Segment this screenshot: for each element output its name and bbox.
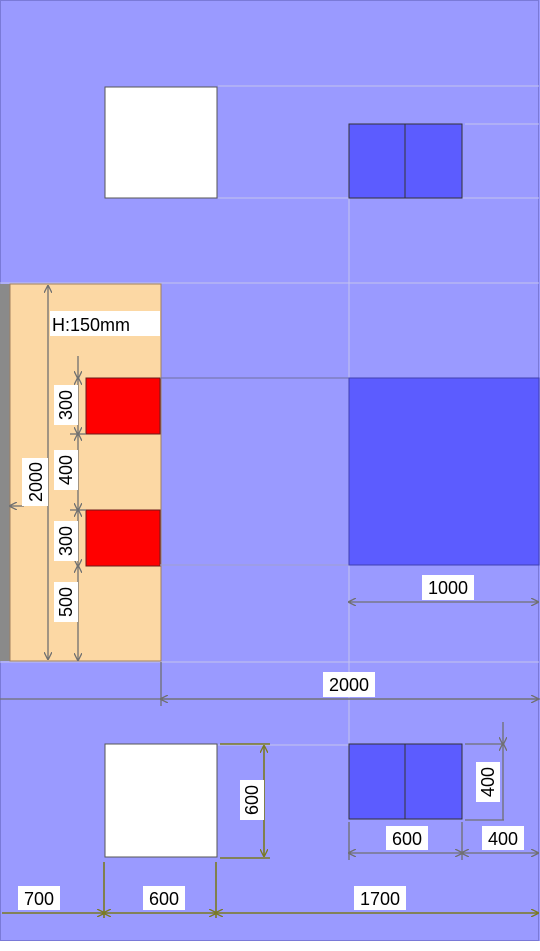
- seat-height-label: 400: [476, 762, 500, 802]
- svg-text:2000: 2000: [329, 675, 369, 695]
- svg-text:H:150mm: H:150mm: [52, 315, 130, 335]
- blue-block-width-label: 1000: [422, 575, 474, 600]
- svg-text:500: 500: [56, 587, 76, 617]
- red-block-top: [85, 377, 161, 435]
- wall-strip: [0, 284, 10, 661]
- bottom-strip: [0, 941, 540, 946]
- red-top-label: 300: [54, 385, 78, 425]
- table-depth-label: 2000: [22, 458, 48, 506]
- seat-width-label: 600: [386, 826, 428, 850]
- svg-text:400: 400: [478, 767, 498, 797]
- olive-dimensions: [2, 743, 538, 918]
- seat-side-label: 400: [482, 826, 524, 850]
- svg-text:1700: 1700: [360, 889, 400, 909]
- svg-text:300: 300: [56, 390, 76, 420]
- svg-text:400: 400: [488, 829, 518, 849]
- svg-text:300: 300: [56, 526, 76, 556]
- svg-text:1000: 1000: [428, 578, 468, 598]
- red-block-bottom: [85, 509, 161, 567]
- white-width-label: 600: [143, 886, 185, 910]
- guide-lines: [0, 85, 539, 746]
- height-note-label: H:150mm: [50, 311, 160, 336]
- blue-seat-bottom-right: [404, 743, 463, 820]
- svg-text:400: 400: [56, 455, 76, 485]
- svg-text:600: 600: [392, 829, 422, 849]
- red-bottom-label: 300: [54, 521, 78, 561]
- svg-text:2000: 2000: [26, 462, 46, 502]
- red-gap-label: 400: [54, 450, 78, 490]
- svg-text:600: 600: [149, 889, 179, 909]
- left-margin-label: 700: [18, 886, 60, 910]
- large-blue-block: [348, 377, 540, 566]
- blue-seat-bottom-left: [348, 743, 406, 820]
- right-span-label: 1700: [354, 886, 406, 910]
- white-block-bottom: [104, 743, 218, 858]
- room-span-label: 2000: [323, 672, 375, 697]
- blue-seat-top-left: [348, 123, 406, 199]
- white-height-label: 600: [240, 780, 264, 820]
- svg-text:700: 700: [24, 889, 54, 909]
- red-below-label: 500: [54, 582, 78, 622]
- svg-text:600: 600: [242, 785, 262, 815]
- blue-seat-top-right: [404, 123, 463, 199]
- white-block-top: [104, 86, 218, 199]
